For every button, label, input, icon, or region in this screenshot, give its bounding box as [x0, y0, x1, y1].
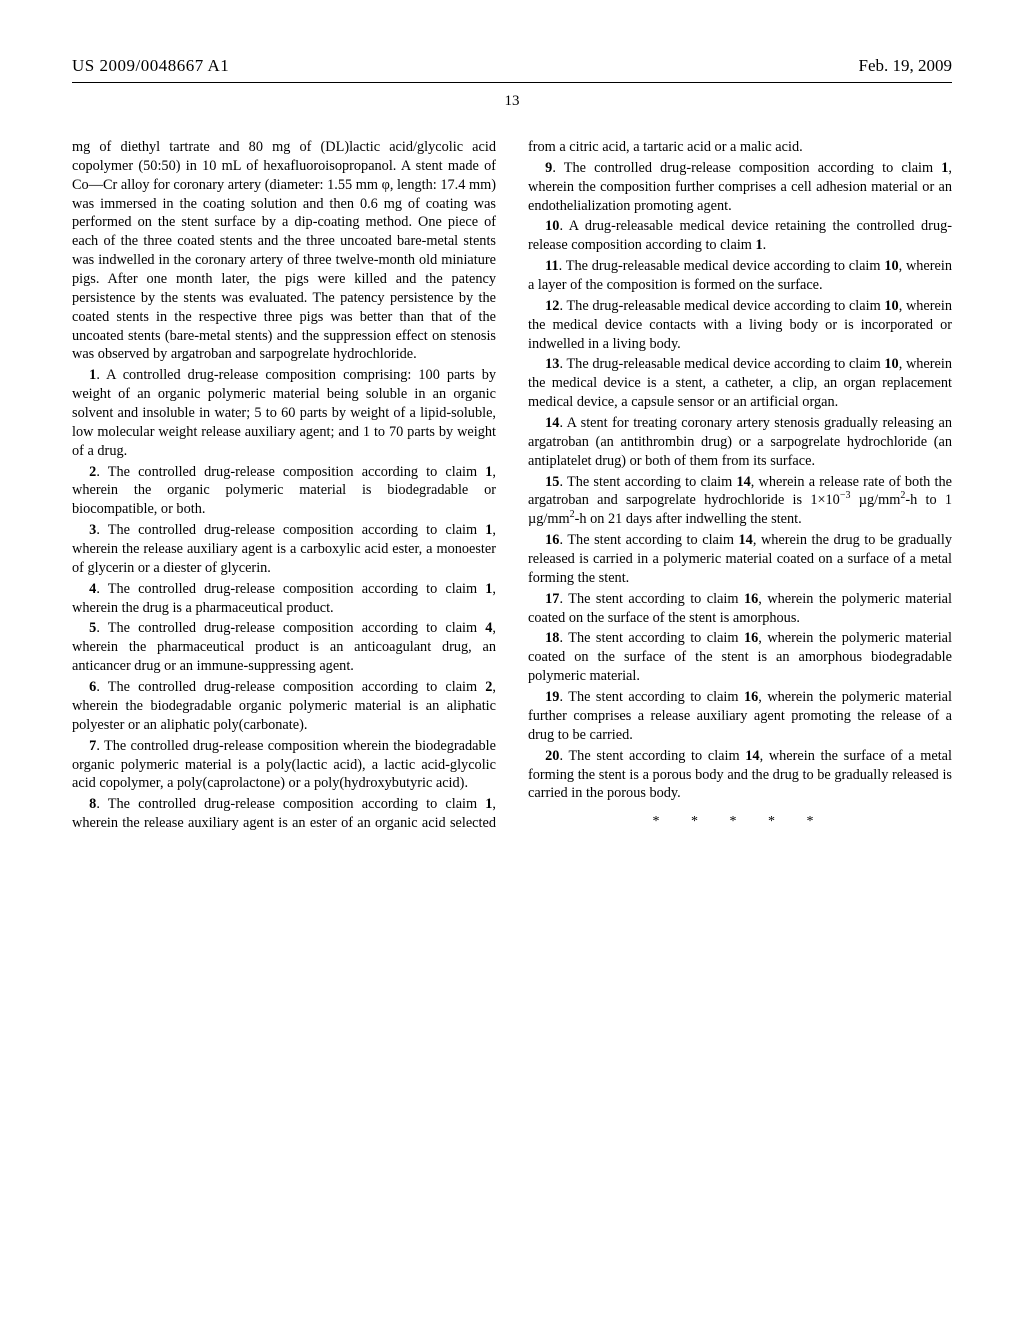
- publication-date: Feb. 19, 2009: [859, 56, 953, 76]
- claim-19: 19. The stent according to claim 16, whe…: [528, 688, 952, 745]
- claim-5: 5. The controlled drug-release compositi…: [72, 619, 496, 676]
- claim-12: 12. The drug-releasable medical device a…: [528, 297, 952, 354]
- page-header: US 2009/0048667 A1 Feb. 19, 2009: [72, 56, 952, 76]
- claim-16: 16. The stent according to claim 14, whe…: [528, 531, 952, 588]
- end-mark: * * * * *: [528, 805, 952, 831]
- claim-20: 20. The stent according to claim 14, whe…: [528, 747, 952, 804]
- claim-15: 15. The stent according to claim 14, whe…: [528, 473, 952, 530]
- claim-13: 13. The drug-releasable medical device a…: [528, 355, 952, 412]
- publication-number: US 2009/0048667 A1: [72, 56, 229, 76]
- claim-17: 17. The stent according to claim 16, whe…: [528, 590, 952, 628]
- claim-2: 2. The controlled drug-release compositi…: [72, 463, 496, 520]
- claim-9: 9. The controlled drug-release compositi…: [528, 159, 952, 216]
- header-rule: [72, 82, 952, 83]
- claim-18: 18. The stent according to claim 16, whe…: [528, 629, 952, 686]
- claim-6: 6. The controlled drug-release compositi…: [72, 678, 496, 735]
- body-columns: mg of diethyl tartrate and 80 mg of (DL)…: [72, 138, 952, 833]
- claim-11: 11. The drug-releasable medical device a…: [528, 257, 952, 295]
- patent-page: US 2009/0048667 A1 Feb. 19, 2009 13 mg o…: [0, 0, 1024, 1320]
- claim-1: 1. A controlled drug-release composition…: [72, 366, 496, 460]
- claim-7: 7. The controlled drug-release compositi…: [72, 737, 496, 794]
- claim-3: 3. The controlled drug-release compositi…: [72, 521, 496, 578]
- claim-4: 4. The controlled drug-release compositi…: [72, 580, 496, 618]
- claim-14: 14. A stent for treating coronary artery…: [528, 414, 952, 471]
- claim-10: 10. A drug-releasable medical device ret…: [528, 217, 952, 255]
- intro-paragraph: mg of diethyl tartrate and 80 mg of (DL)…: [72, 138, 496, 364]
- page-number: 13: [72, 93, 952, 110]
